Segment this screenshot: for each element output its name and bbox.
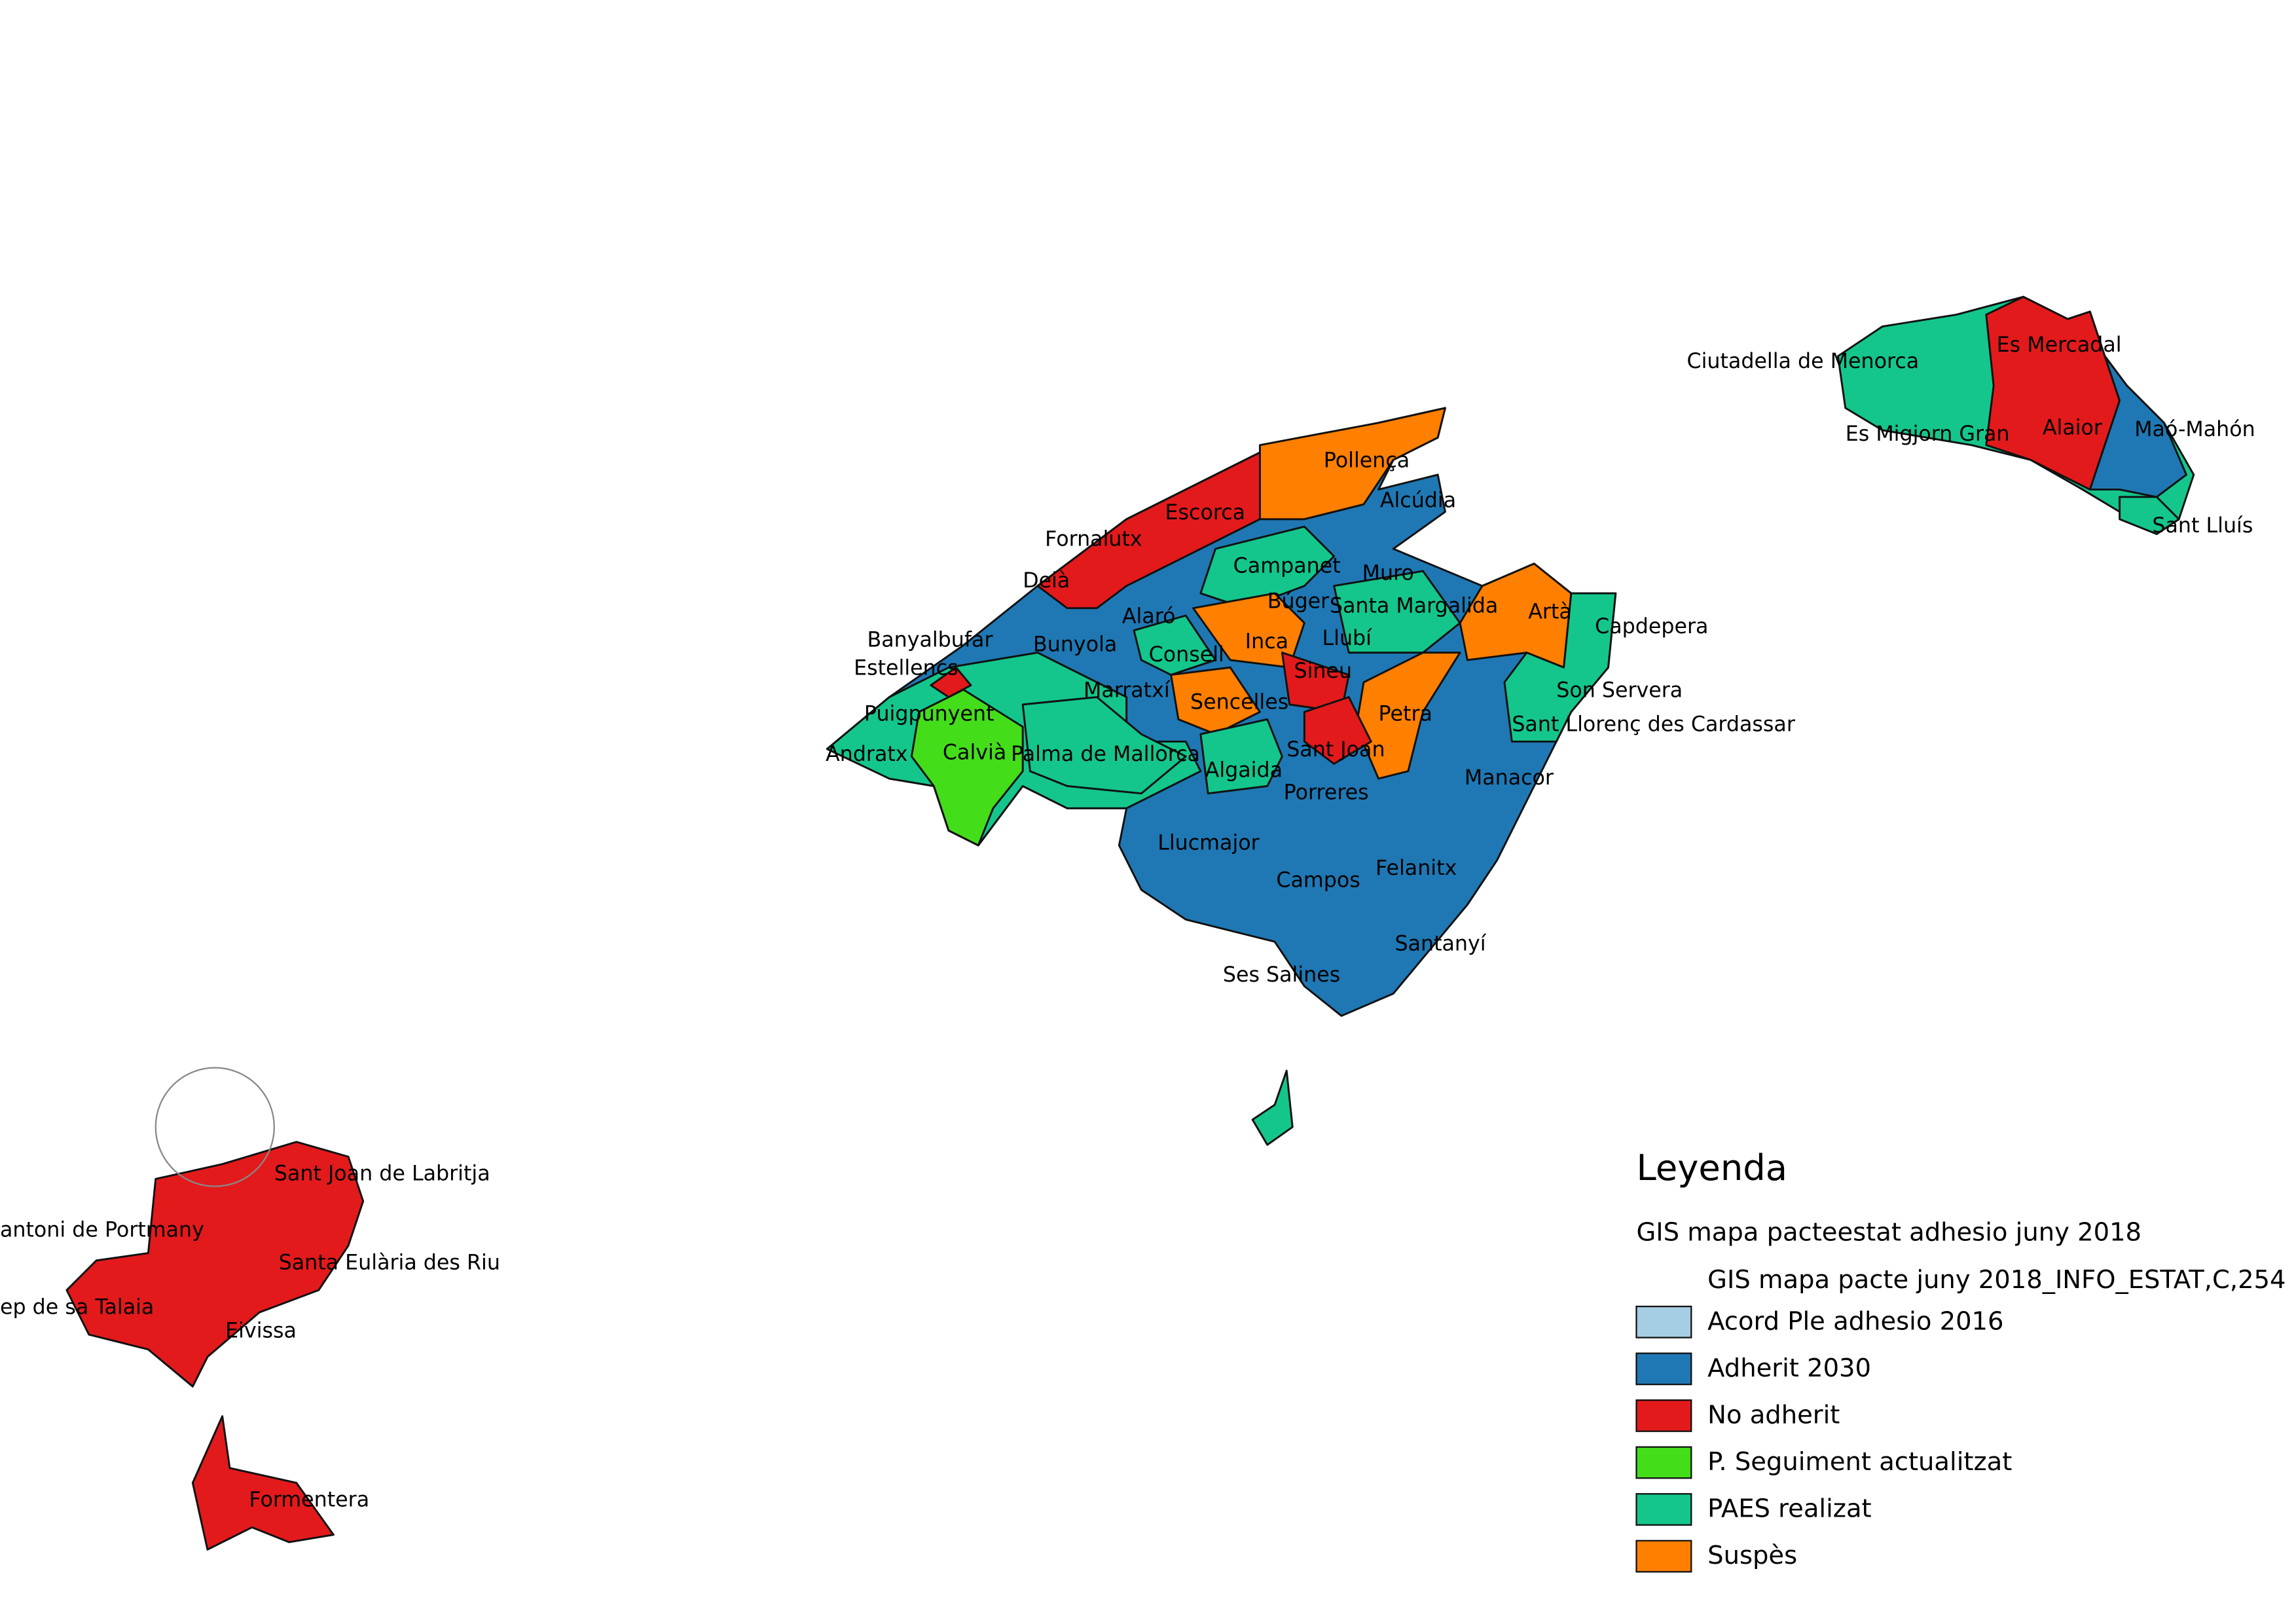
municipality-label: Campos — [1276, 868, 1360, 892]
municipality-label: ep de sa Talaia — [0, 1295, 154, 1319]
municipality-label: Pollença — [1324, 449, 1410, 473]
municipality-label: Marratxí — [1084, 678, 1171, 702]
legend-label: No adherit — [1707, 1401, 1840, 1430]
municipality-label: Bunyola — [1033, 633, 1117, 656]
municipality-label: Capdepera — [1595, 615, 1708, 638]
municipality-labels: Pollença Alcúdia Escorca Fornalutx Campanet M… — [0, 333, 2255, 1512]
municipality-label: Algaida — [1205, 759, 1283, 783]
pitiuses — [65, 1067, 365, 1551]
municipality-label: Puigpunyent — [864, 703, 994, 726]
municipality-label: Santa Eulària des Riu — [279, 1251, 500, 1274]
municipality-label: Sant Llorenç des Cardassar — [1512, 713, 1796, 737]
municipality-label: Son Servera — [1556, 678, 1683, 702]
legend-swatch — [1635, 1446, 1692, 1479]
municipality-label: Palma de Mallorca — [1011, 743, 1200, 766]
locator-circle — [155, 1067, 275, 1187]
municipality-label: Consell — [1149, 643, 1224, 667]
municipality-label: Felanitx — [1376, 857, 1457, 880]
municipality-label: Maó-Mahón — [2134, 418, 2255, 441]
legend-swatch — [1635, 1493, 1692, 1526]
municipality-label: Banyalbufar — [867, 629, 993, 652]
municipality-label: Búger — [1267, 590, 1330, 614]
municipality-label: Fornalutx — [1045, 528, 1142, 551]
legend-swatch — [1635, 1540, 1692, 1573]
legend-field: GIS mapa pacte juny 2018_INFO_ESTAT,C,25… — [1707, 1265, 2286, 1295]
municipality-label: Petra — [1379, 703, 1432, 726]
legend-items: Acord Ple adhesio 2016 Adherit 2030 No adh… — [1635, 1305, 2012, 1573]
municipality-label: Santanyí — [1394, 932, 1486, 956]
municipality-label: Campanet — [1233, 554, 1341, 578]
municipality-label: Muro — [1362, 562, 1414, 585]
municipality-label: Formentera — [249, 1488, 369, 1512]
mallorca — [826, 407, 1617, 1146]
municipality-label: Es Migjorn Gran — [1846, 422, 2010, 446]
municipality-label: Sant Lluís — [2152, 514, 2253, 538]
municipality-label: Sant Joan — [1286, 738, 1385, 762]
municipality-label: Alaior — [2043, 416, 2103, 440]
municipality-label: Escorca — [1165, 501, 1246, 525]
legend-label: P. Seguiment actualitzat — [1707, 1447, 2012, 1477]
legend-label: Adherit 2030 — [1707, 1354, 1871, 1383]
municipality-label: Inca — [1245, 630, 1288, 654]
municipality-label: Ciutadella de Menorca — [1686, 350, 1919, 373]
municipality-label: Llucmajor — [1157, 832, 1260, 855]
municipality-label: antoni de Portmany — [0, 1219, 204, 1242]
municipality-label: Sineu — [1294, 659, 1353, 683]
municipality-label: Eivissa — [225, 1320, 297, 1343]
municipality-label: Llubí — [1322, 627, 1373, 650]
municipality-label: Artà — [1528, 600, 1572, 623]
legend-layer: GIS mapa pacteestat adhesio juny 2018 — [1637, 1218, 2142, 1247]
municipality-label: Manacor — [1465, 766, 1554, 790]
municipality-label: Porreres — [1284, 781, 1369, 805]
municipality-label: Alcúdia — [1380, 489, 1456, 513]
menorca — [1836, 295, 2195, 535]
municipality-label: Alaró — [1122, 604, 1176, 628]
legend-swatch — [1635, 1399, 1692, 1432]
legend: Leyenda GIS mapa pacteestat adhesio juny… — [1635, 1147, 2286, 1573]
municipality-label: Sencelles — [1190, 691, 1288, 714]
municipality-label: Estellencs — [854, 657, 958, 680]
legend-label: Suspès — [1707, 1541, 1797, 1570]
municipality-label: Calvià — [943, 741, 1006, 765]
legend-title: Leyenda — [1637, 1147, 1788, 1189]
legend-label: PAES realizat — [1707, 1494, 1871, 1524]
municipality-label: Andratx — [826, 743, 907, 766]
municipality-label: Deià — [1023, 569, 1070, 593]
municipality-label: Ses Salines — [1223, 963, 1340, 987]
legend-swatch — [1635, 1352, 1692, 1386]
municipality-label: Santa Margalida — [1330, 594, 1498, 618]
legend-swatch — [1635, 1305, 1692, 1338]
legend-label: Acord Ple adhesio 2016 — [1707, 1306, 2003, 1336]
municipality-label: Es Mercadal — [1997, 333, 2122, 357]
municipality-label: Sant Joan de Labritja — [274, 1162, 490, 1186]
